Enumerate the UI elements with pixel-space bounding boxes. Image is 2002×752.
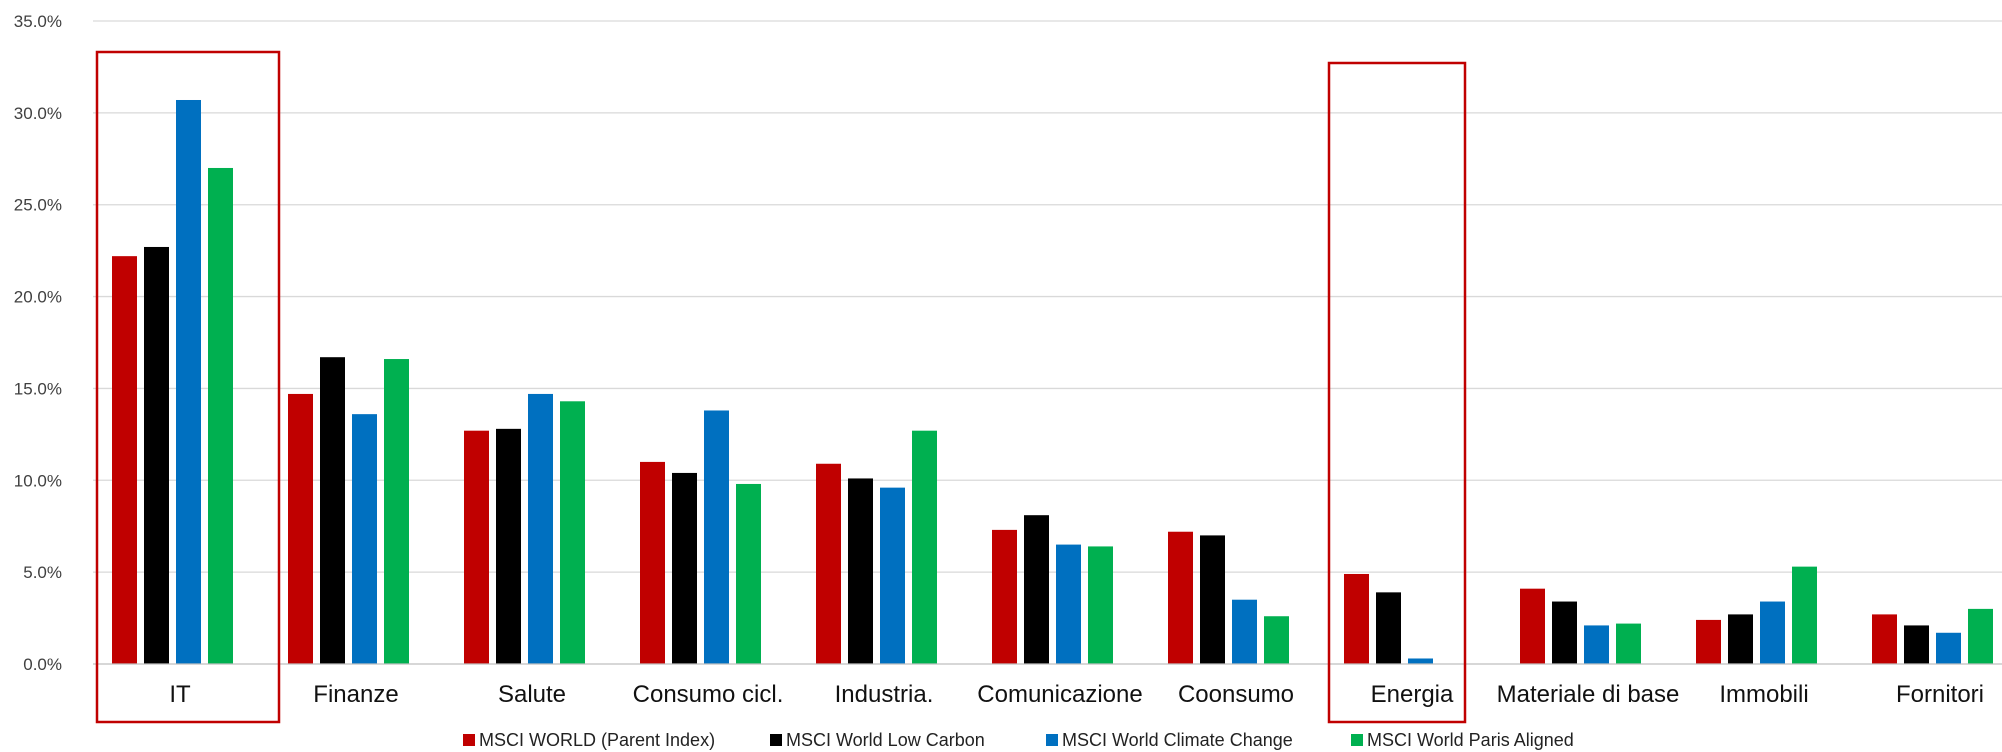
x-category-label: Coonsumo bbox=[1178, 681, 1294, 708]
bar bbox=[1584, 625, 1609, 664]
bar bbox=[1936, 632, 1961, 664]
bar bbox=[1552, 601, 1577, 664]
bar bbox=[176, 99, 201, 665]
legend-label: MSCI World Low Carbon bbox=[786, 730, 985, 750]
bar bbox=[672, 472, 697, 664]
bar bbox=[848, 478, 873, 664]
bar bbox=[736, 483, 761, 664]
bar bbox=[992, 529, 1017, 664]
legend: MSCI WORLD (Parent Index) MSCI World Low … bbox=[463, 730, 1574, 750]
bar bbox=[1968, 608, 1993, 664]
x-category-label: Materiale di base bbox=[1497, 681, 1680, 708]
bar bbox=[384, 359, 409, 664]
highlight-box bbox=[1327, 61, 1467, 724]
bar bbox=[1376, 592, 1401, 664]
bar bbox=[1408, 658, 1433, 664]
bar bbox=[464, 430, 489, 664]
bar bbox=[1872, 614, 1897, 664]
bars bbox=[112, 99, 1993, 665]
bar bbox=[1520, 588, 1545, 664]
x-category-label: Fornitori bbox=[1896, 681, 1984, 708]
legend-swatch bbox=[770, 734, 782, 746]
bar bbox=[1200, 535, 1225, 664]
legend-swatch bbox=[463, 734, 475, 746]
highlight-boxes bbox=[95, 50, 1467, 724]
bar bbox=[1904, 625, 1929, 664]
legend-swatch bbox=[1351, 734, 1363, 746]
y-tick-label: 30.0% bbox=[14, 104, 62, 123]
y-tick-label: 35.0% bbox=[14, 12, 62, 31]
bar bbox=[1760, 601, 1785, 664]
bar bbox=[1168, 531, 1193, 664]
x-category-label: IT bbox=[169, 681, 191, 708]
gridlines bbox=[93, 20, 2002, 573]
bar bbox=[352, 414, 377, 664]
highlight-box bbox=[95, 50, 281, 724]
x-category-label: Salute bbox=[498, 681, 566, 708]
bar bbox=[1696, 619, 1721, 664]
y-tick-label: 20.0% bbox=[14, 288, 62, 307]
y-tick-label: 5.0% bbox=[23, 563, 62, 582]
bar bbox=[880, 487, 905, 664]
x-category-label: Comunicazione bbox=[977, 681, 1142, 708]
bar bbox=[912, 430, 937, 664]
bar bbox=[1616, 623, 1641, 664]
bar bbox=[112, 256, 137, 664]
legend-label: MSCI WORLD (Parent Index) bbox=[479, 730, 715, 750]
x-category-label: Finanze bbox=[313, 681, 398, 708]
bar bbox=[208, 167, 233, 664]
bar bbox=[560, 401, 585, 664]
y-tick-label: 0.0% bbox=[23, 655, 62, 674]
bar bbox=[144, 246, 169, 664]
x-axis-category-labels: IT Finanze Salute Consumo cicl. Industria. Co… bbox=[169, 681, 1984, 708]
bar bbox=[1056, 544, 1081, 664]
bar bbox=[496, 428, 521, 664]
y-axis-tick-labels: 0.0% 5.0% 10.0% 15.0% 20.0% 25.0% 30.0% 35.0% bbox=[14, 12, 62, 674]
bar bbox=[1728, 614, 1753, 664]
x-category-label: Consumo cicl. bbox=[633, 681, 784, 708]
y-tick-label: 10.0% bbox=[14, 471, 62, 490]
x-category-label: Energia bbox=[1371, 681, 1454, 708]
legend-swatch bbox=[1046, 734, 1058, 746]
bar bbox=[1264, 616, 1289, 664]
bar bbox=[528, 393, 553, 664]
bar bbox=[320, 357, 345, 664]
bar bbox=[816, 463, 841, 664]
y-tick-label: 15.0% bbox=[14, 379, 62, 398]
bar bbox=[704, 410, 729, 664]
bar bbox=[1232, 599, 1257, 664]
legend-label: MSCI World Climate Change bbox=[1062, 730, 1293, 750]
bar bbox=[1344, 573, 1369, 664]
bar bbox=[1088, 546, 1113, 664]
x-category-label: Immobili bbox=[1719, 681, 1808, 708]
y-tick-label: 25.0% bbox=[14, 196, 62, 215]
bar bbox=[1792, 566, 1817, 664]
x-category-label: Industria. bbox=[835, 681, 934, 708]
bar bbox=[640, 461, 665, 664]
legend-label: MSCI World Paris Aligned bbox=[1367, 730, 1574, 750]
bar bbox=[1024, 515, 1049, 664]
bar bbox=[288, 393, 313, 664]
